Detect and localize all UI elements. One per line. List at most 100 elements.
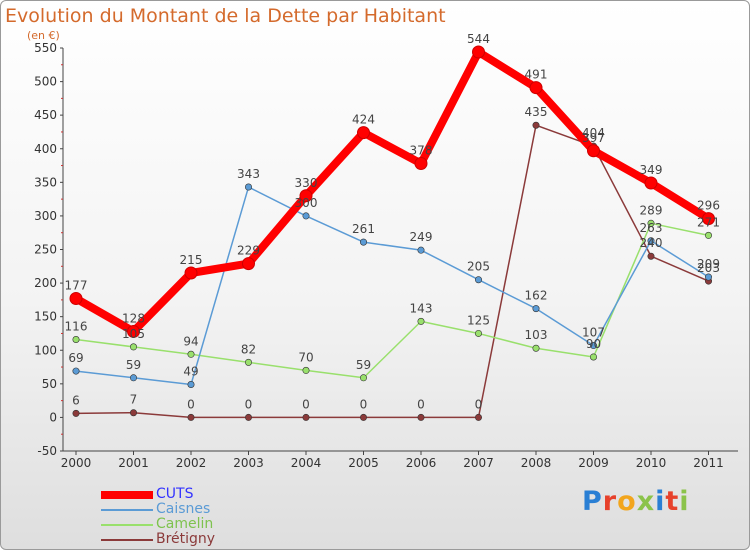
data-point xyxy=(69,292,83,306)
data-label: 424 xyxy=(352,113,375,127)
data-label: 0 xyxy=(417,397,425,411)
x-tick-label: 2008 xyxy=(521,456,552,470)
data-label: 103 xyxy=(525,328,548,342)
data-label: 229 xyxy=(237,244,260,258)
logo-letter: o xyxy=(617,486,637,517)
data-point xyxy=(245,358,253,366)
data-point xyxy=(644,176,658,190)
data-point xyxy=(359,374,367,382)
data-point xyxy=(127,324,140,338)
data-point xyxy=(130,409,138,417)
data-label: 162 xyxy=(525,289,548,303)
x-tick-label: 2006 xyxy=(406,456,437,470)
y-tick-label: 150 xyxy=(34,310,57,324)
x-tick-label: 2002 xyxy=(176,456,207,470)
chart-subtitle: (en €) xyxy=(27,29,60,42)
y-tick-label: 450 xyxy=(34,108,57,122)
data-label: 491 xyxy=(525,68,548,82)
data-point xyxy=(647,252,655,260)
data-point xyxy=(417,413,425,421)
data-label: 343 xyxy=(237,167,260,181)
data-label: 205 xyxy=(467,260,490,274)
data-point xyxy=(242,257,255,271)
data-point xyxy=(417,317,425,325)
data-label: 94 xyxy=(183,334,198,348)
data-point xyxy=(299,189,313,203)
y-tick-label: 300 xyxy=(34,209,57,223)
y-tick-label: 250 xyxy=(34,243,57,257)
y-tick-label: 500 xyxy=(34,75,57,89)
data-label: 105 xyxy=(122,327,145,341)
data-label: 263 xyxy=(640,221,663,235)
data-label: 435 xyxy=(525,105,548,119)
data-label: 404 xyxy=(582,126,605,140)
data-label: 0 xyxy=(187,397,195,411)
data-label: 544 xyxy=(467,32,490,46)
y-tick-label: 200 xyxy=(34,276,57,290)
logo-letter: i xyxy=(655,486,666,517)
logo-letter: P xyxy=(582,486,603,517)
data-label: 143 xyxy=(410,301,433,315)
data-label: 59 xyxy=(126,358,141,372)
data-point xyxy=(184,266,198,280)
y-tick-label: 100 xyxy=(34,343,57,357)
x-tick-label: 2010 xyxy=(636,456,667,470)
proxiti-logo[interactable]: Proxiti xyxy=(582,486,690,517)
data-point xyxy=(245,183,253,191)
data-point xyxy=(702,212,715,226)
x-tick-label: 2003 xyxy=(233,456,264,470)
legend-label-camelin: Camelin xyxy=(156,516,214,532)
data-label: 107 xyxy=(582,326,605,340)
data-label: 240 xyxy=(640,236,663,250)
series-line xyxy=(72,48,713,336)
legend-label-caisnes: Caisnes xyxy=(156,501,211,517)
data-point xyxy=(417,246,425,254)
data-label: 128 xyxy=(122,311,145,325)
y-tick-label: 0 xyxy=(49,410,57,424)
data-point xyxy=(589,353,597,361)
data-label: 69 xyxy=(68,351,83,365)
data-point xyxy=(72,336,80,344)
data-point xyxy=(187,350,195,358)
data-label: 289 xyxy=(640,203,663,217)
data-label: 125 xyxy=(467,313,490,327)
data-label: 300 xyxy=(295,196,318,210)
data-label: 249 xyxy=(410,230,433,244)
legend-swatch-camelin xyxy=(101,524,153,526)
data-point xyxy=(130,343,138,351)
data-point xyxy=(359,413,367,421)
data-point xyxy=(302,212,310,220)
logo-letter: i xyxy=(679,486,690,517)
data-point xyxy=(647,219,655,227)
data-point xyxy=(532,305,540,313)
legend-swatch-caisnes xyxy=(101,509,153,511)
legend-label-cuts: CUTS xyxy=(156,486,194,502)
series-line xyxy=(75,222,710,379)
data-label: 59 xyxy=(356,358,371,372)
data-point xyxy=(72,409,80,417)
data-point xyxy=(474,329,482,337)
data-point xyxy=(245,413,253,421)
data-point xyxy=(587,144,600,158)
data-label: 0 xyxy=(360,397,368,411)
data-label: 215 xyxy=(180,253,203,267)
x-tick-label: 2009 xyxy=(578,456,609,470)
y-tick-label: 550 xyxy=(34,41,57,55)
data-point xyxy=(647,237,655,245)
x-tick-label: 2007 xyxy=(463,456,494,470)
data-label: 349 xyxy=(640,163,663,177)
data-label: 271 xyxy=(697,215,720,229)
x-tick-label: 2000 xyxy=(61,456,92,470)
data-label: 203 xyxy=(697,261,720,275)
x-tick-label: 2011 xyxy=(693,456,724,470)
data-point xyxy=(474,276,482,284)
data-point xyxy=(357,126,370,140)
logo-letter: x xyxy=(636,486,656,517)
data-label: 6 xyxy=(72,393,80,407)
data-label: 378 xyxy=(410,144,433,158)
legend-swatch-bretigny xyxy=(101,539,153,541)
data-point xyxy=(704,273,712,281)
data-label: 90 xyxy=(586,337,601,351)
